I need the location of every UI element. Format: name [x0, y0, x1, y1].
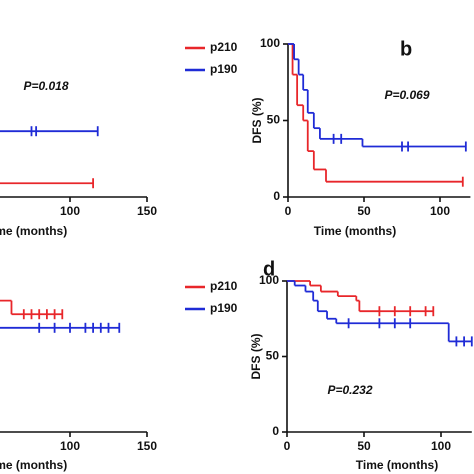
x-tick-label: 0: [284, 439, 291, 453]
y-tick-label: 100: [260, 36, 280, 50]
y-tick-label: 100: [259, 273, 279, 287]
x-tick-label: 150: [137, 439, 157, 453]
p-value: P=0.232: [327, 383, 372, 397]
x-tick-label: 0: [285, 204, 292, 218]
y-tick-label: 50: [267, 113, 281, 127]
x-tick-label: 50: [357, 439, 371, 453]
x-axis-label: Time (months): [0, 224, 67, 238]
x-tick-label: 100: [60, 204, 80, 218]
legend-label: p210: [210, 279, 238, 293]
x-tick-label: 150: [137, 204, 157, 218]
y-axis-label: DFS (%): [250, 98, 264, 144]
y-tick-label: 50: [266, 349, 280, 363]
x-axis-label: Time (months): [0, 458, 67, 472]
x-axis-label: Time (months): [314, 224, 396, 238]
x-axis-label: Time (months): [356, 458, 438, 472]
x-tick-label: 50: [357, 204, 371, 218]
x-tick-label: 100: [60, 439, 80, 453]
y-tick-label: 0: [273, 189, 280, 203]
panel-letter: d: [263, 258, 275, 280]
legend-label: p190: [210, 62, 238, 76]
legend-label: p190: [210, 301, 238, 315]
y-tick-label: 0: [272, 424, 279, 438]
p-value: P=0.018: [23, 79, 68, 93]
panel-letter: b: [400, 38, 412, 60]
x-tick-label: 100: [430, 204, 450, 218]
legend-label: p210: [210, 40, 238, 54]
x-tick-label: 100: [431, 439, 451, 453]
p-value: P=0.069: [384, 88, 429, 102]
y-axis-label: DFS (%): [249, 334, 263, 380]
